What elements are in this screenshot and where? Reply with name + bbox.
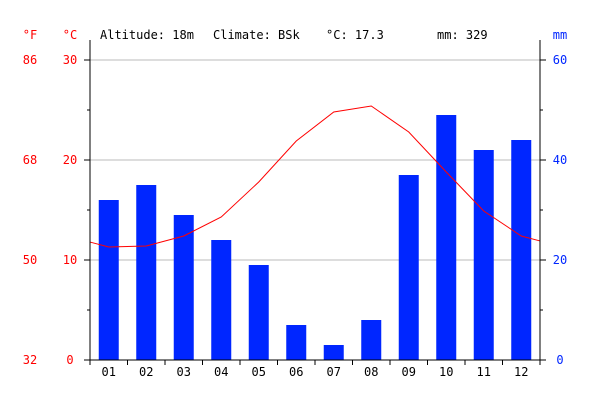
precip-bar-10 (436, 115, 457, 360)
fahrenheit-tick-label: 50 (23, 253, 37, 267)
mm-tick-label: 20 (553, 253, 567, 267)
precip-bar-01 (98, 200, 119, 360)
mean-temp-label: °C: 17.3 (326, 28, 384, 42)
altitude-label: Altitude: 18m (100, 28, 194, 42)
precip-bar-06 (286, 325, 307, 360)
precip-bar-04 (211, 240, 232, 360)
gridlines (90, 59, 540, 261)
fahrenheit-tick-label: 32 (23, 353, 37, 367)
month-label-03: 03 (177, 365, 191, 379)
month-label-08: 08 (364, 365, 378, 379)
month-label-02: 02 (139, 365, 153, 379)
axes (84, 40, 546, 365)
mm-unit-label: mm (553, 28, 567, 42)
precip-bar-03 (173, 215, 194, 360)
celsius-tick-label: 20 (63, 153, 77, 167)
celsius-tick-label: 10 (63, 253, 77, 267)
month-label-07: 07 (327, 365, 341, 379)
fahrenheit-unit-label: °F (23, 28, 37, 42)
precip-bar-11 (473, 150, 494, 360)
month-label-09: 09 (402, 365, 416, 379)
month-label-05: 05 (252, 365, 266, 379)
precip-bar-09 (398, 175, 419, 360)
fahrenheit-tick-label: 86 (23, 53, 37, 67)
precip-bar-05 (248, 265, 269, 360)
month-label-11: 11 (477, 365, 491, 379)
month-label-12: 12 (514, 365, 528, 379)
celsius-tick-label: 0 (66, 353, 73, 367)
precip-bar-08 (361, 320, 382, 360)
mm-tick-label: 40 (553, 153, 567, 167)
month-label-04: 04 (214, 365, 228, 379)
mm-tick-label: 60 (553, 53, 567, 67)
precip-total-label: mm: 329 (437, 28, 488, 42)
climate-label: Climate: BSk (213, 28, 300, 42)
celsius-unit-label: °C (63, 28, 77, 42)
month-label-01: 01 (102, 365, 116, 379)
precip-bar-02 (136, 185, 157, 360)
month-label-10: 10 (439, 365, 453, 379)
mm-tick-label: 0 (556, 353, 563, 367)
precip-bar-12 (511, 140, 532, 360)
chart-header: °F °C Altitude: 18m Climate: BSk °C: 17.… (23, 28, 567, 42)
precipitation-bars (98, 115, 532, 360)
month-label-06: 06 (289, 365, 303, 379)
tick-labels: 0 32 10 50 20 68 30 86 0 20 40 60 01 02 03 04 05 06 07 08 09… (23, 53, 567, 379)
celsius-tick-label: 30 (63, 53, 77, 67)
precip-bar-07 (323, 345, 344, 360)
temperature-line (89, 105, 541, 248)
fahrenheit-tick-label: 68 (23, 153, 37, 167)
